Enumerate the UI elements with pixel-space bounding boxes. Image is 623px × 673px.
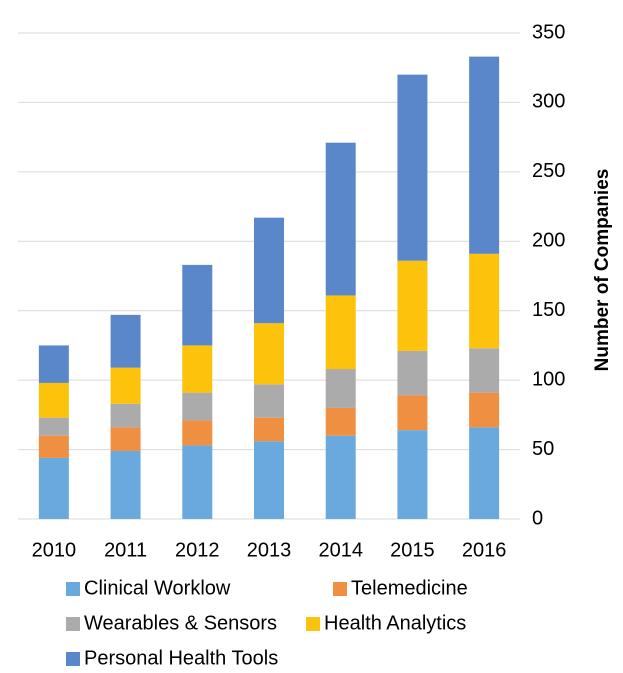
bar-segment — [182, 345, 213, 393]
bar-segment — [110, 367, 141, 404]
x-tick-label: 2013 — [247, 539, 292, 561]
bar-segment — [397, 430, 428, 519]
bar-segment — [469, 253, 500, 349]
bar-segment — [110, 403, 141, 428]
bar-segment — [38, 345, 69, 383]
legend-swatch — [333, 582, 347, 596]
bar-segment — [38, 435, 69, 458]
bar-segment — [254, 217, 284, 324]
legend-label: Health Analytics — [324, 612, 466, 634]
bar-segment — [110, 427, 141, 451]
bar-segment — [254, 384, 284, 418]
legend-label: Telemedicine — [351, 577, 468, 599]
bar-segment — [397, 395, 428, 431]
bar-segment — [182, 264, 213, 346]
y-tick-label: 0 — [532, 507, 543, 529]
legend-label: Wearables & Sensors — [84, 612, 277, 634]
bar-segment — [38, 417, 69, 436]
bar-segment — [110, 450, 141, 519]
bar-segment — [397, 74, 428, 261]
x-tick-label: 2011 — [104, 539, 147, 561]
bar-segment — [254, 417, 284, 442]
y-tick-label: 50 — [532, 438, 554, 460]
bar-segment — [325, 142, 356, 296]
y-tick-label: 250 — [532, 160, 565, 182]
x-tick-label: 2012 — [175, 539, 220, 561]
bar-segment — [182, 392, 213, 421]
bar-segment — [325, 435, 356, 519]
legend-swatch — [306, 617, 320, 631]
bar-segment — [469, 348, 500, 393]
bar-segment — [110, 314, 141, 368]
y-tick-label: 350 — [532, 21, 565, 43]
bar-segment — [469, 392, 500, 428]
bar-segment — [38, 457, 69, 519]
x-tick-label: 2015 — [390, 539, 435, 561]
bar-segment — [182, 420, 213, 446]
legend-swatch — [66, 582, 80, 596]
bar-segment — [325, 369, 356, 408]
x-tick-label: 2016 — [462, 539, 507, 561]
x-tick-label: 2014 — [318, 539, 363, 561]
bar-segment — [469, 427, 500, 519]
legend-label: Personal Health Tools — [84, 647, 278, 669]
bar-segment — [38, 382, 69, 418]
x-tick-label: 2010 — [32, 539, 77, 561]
y-tick-label: 150 — [532, 299, 565, 321]
bar-segment — [325, 295, 356, 370]
legend-label: Clinical Worklow — [84, 577, 231, 599]
y-tick-label: 300 — [532, 91, 565, 113]
bar-segment — [254, 323, 284, 385]
legend-swatch — [66, 652, 80, 666]
y-tick-label: 200 — [532, 230, 565, 252]
bar-segment — [397, 260, 428, 351]
bar-segment — [254, 441, 284, 519]
bar-segment — [182, 445, 213, 519]
bar-segment — [469, 56, 500, 254]
y-axis-label: Number of Companies — [592, 169, 613, 372]
y-tick-label: 100 — [532, 368, 565, 390]
bar-segment — [325, 407, 356, 436]
legend-swatch — [66, 617, 80, 631]
bar-segment — [397, 350, 428, 396]
